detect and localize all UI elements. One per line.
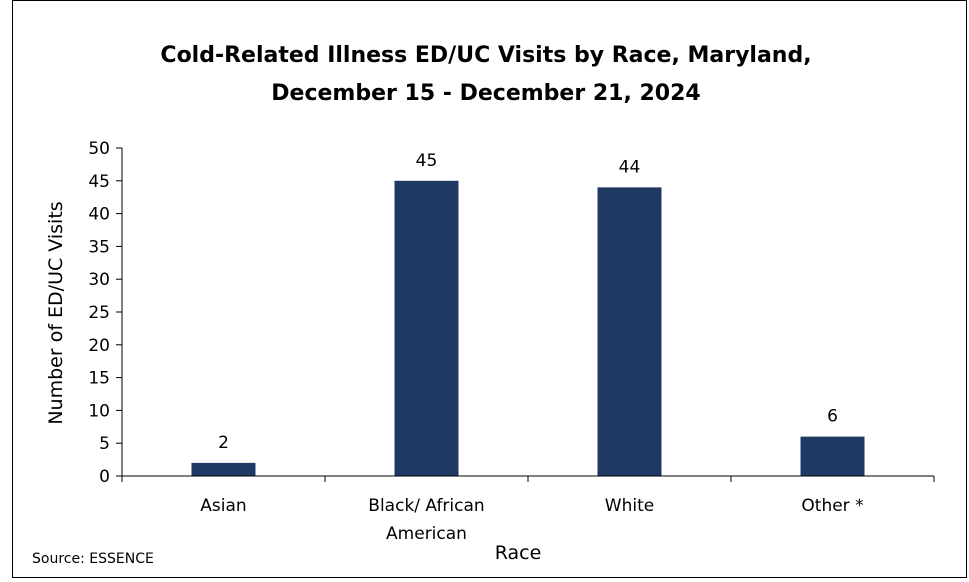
- data-labels: 2 45 44 6: [218, 151, 838, 453]
- bar: [191, 462, 256, 476]
- y-tick-label: 0: [99, 467, 110, 487]
- x-axis-title: Race: [495, 542, 542, 564]
- y-tick-label: 40: [88, 205, 110, 225]
- chart-title-line-1: Cold-Related Illness ED/UC Visits by Rac…: [160, 43, 811, 68]
- category-label: Asian: [200, 496, 246, 516]
- y-axis-ticks: 0 5 10 15 20 25 30 35 40 45 50: [88, 139, 122, 487]
- y-tick-label: 50: [88, 139, 110, 159]
- y-tick-label: 35: [88, 237, 110, 257]
- source-note: Source: ESSENCE: [32, 551, 154, 567]
- data-label: 2: [218, 433, 229, 453]
- y-tick-label: 45: [88, 172, 110, 192]
- y-tick-label: 20: [88, 336, 110, 356]
- y-tick-label: 5: [99, 434, 110, 454]
- category-labels: Asian Black/ African American White Other *: [200, 496, 863, 544]
- y-tick-label: 30: [88, 270, 110, 290]
- bar: [597, 187, 662, 477]
- chart-title-line-2: December 15 - December 21, 2024: [271, 81, 700, 106]
- y-tick-label: 25: [88, 303, 110, 323]
- data-label: 6: [827, 407, 838, 427]
- y-tick-label: 10: [88, 401, 110, 421]
- axes: [121, 148, 935, 482]
- category-label: American: [386, 524, 467, 544]
- bars: [191, 180, 865, 477]
- chart-frame: [12, 0, 967, 578]
- bar: [394, 180, 459, 477]
- category-label: Other *: [801, 496, 863, 516]
- y-axis-title: Number of ED/UC Visits: [45, 201, 67, 424]
- data-label: 45: [416, 151, 438, 171]
- category-label: White: [605, 496, 654, 516]
- bar: [800, 436, 865, 476]
- category-label: Black/ African: [368, 496, 484, 516]
- data-label: 44: [619, 157, 641, 177]
- y-tick-label: 15: [88, 369, 110, 389]
